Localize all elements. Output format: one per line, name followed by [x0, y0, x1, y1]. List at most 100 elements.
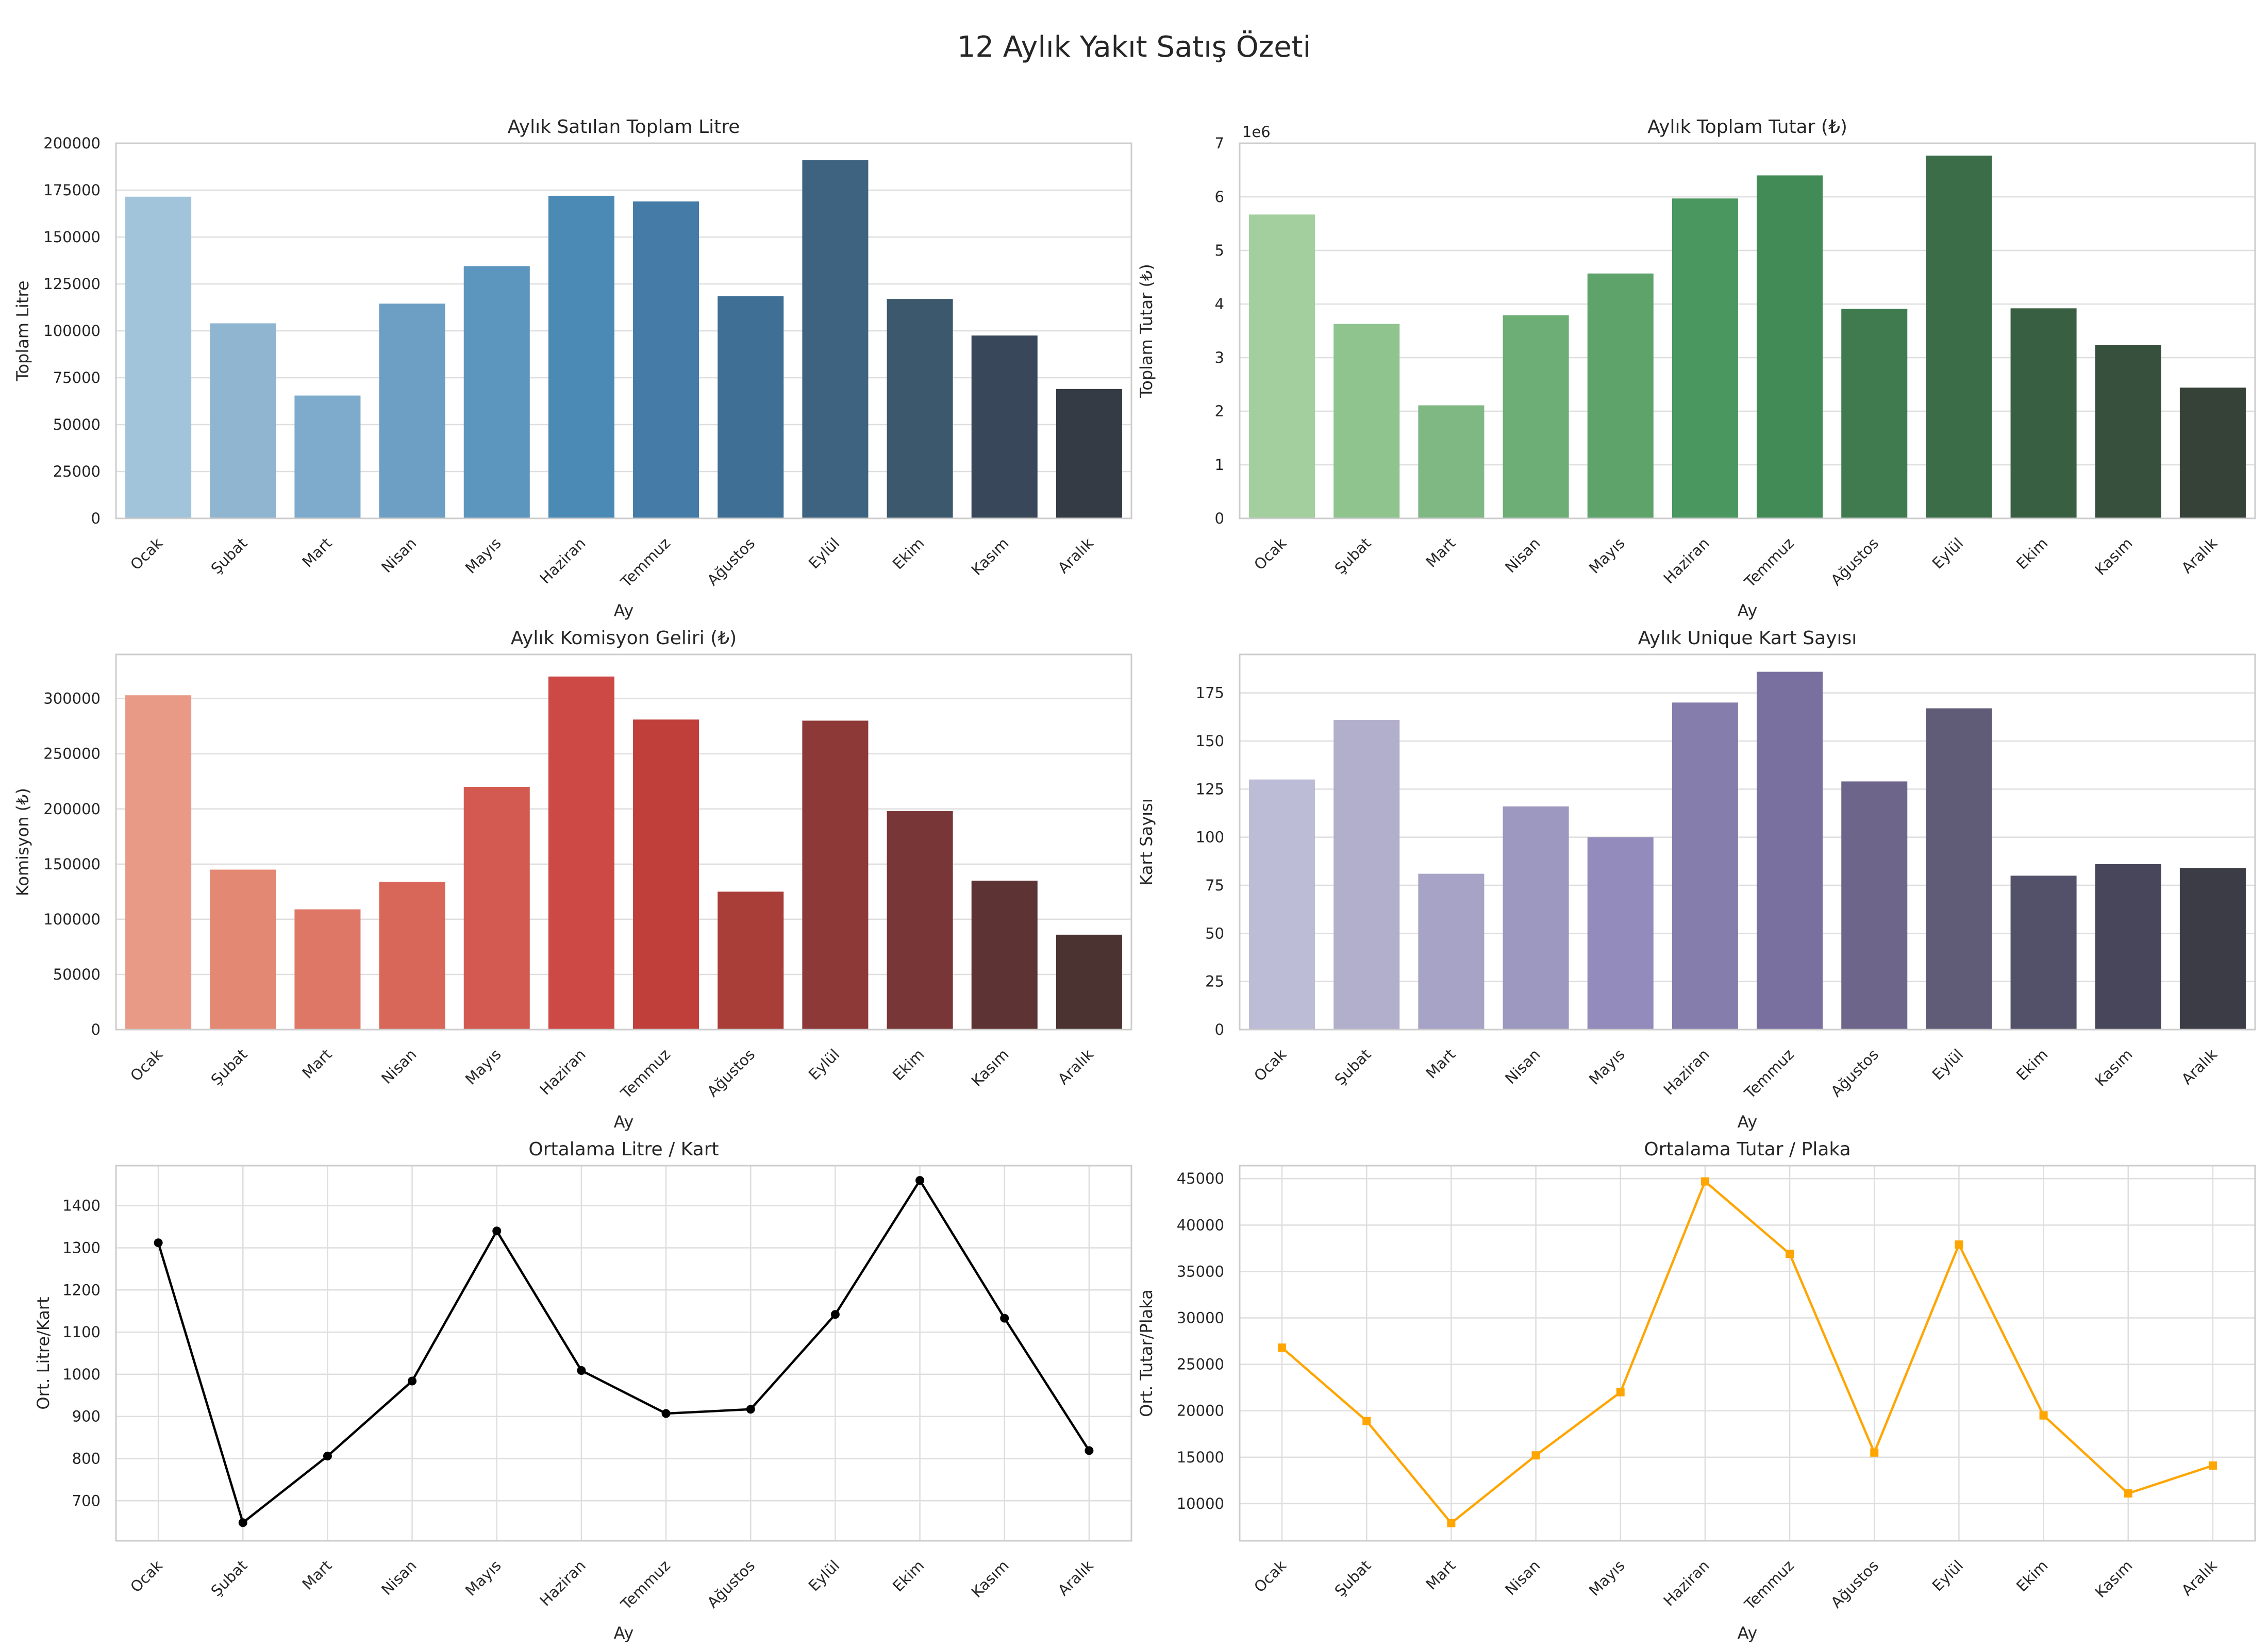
x-axis-label: Ay [1738, 1623, 1758, 1643]
point-tutar_plaka-1 [1362, 1417, 1371, 1425]
panel-title: Aylık Komisyon Geliri (₺) [511, 628, 737, 649]
bar-tutar-5 [1672, 198, 1738, 518]
bar-tutar-10 [2095, 345, 2161, 518]
bar-komisyon-0 [125, 695, 192, 1030]
y-tick-label: 100000 [43, 911, 101, 928]
y-tick-label: 3 [1215, 349, 1224, 366]
point-tutar_plaka-2 [1447, 1519, 1456, 1527]
point-tutar_plaka-9 [2039, 1411, 2048, 1420]
panel-title: Ortalama Tutar / Plaka [1644, 1139, 1850, 1160]
bar-litre-10 [971, 335, 1038, 518]
point-tutar_plaka-3 [1531, 1451, 1540, 1460]
bar-litre-9 [887, 299, 953, 518]
y-tick-label: 100 [1196, 829, 1224, 846]
y-tick-label: 1300 [62, 1239, 101, 1257]
point-litre_kart-1 [238, 1518, 247, 1527]
point-litre_kart-4 [492, 1226, 502, 1236]
plot-frame [1239, 142, 2256, 519]
y-tick-label: 150000 [43, 855, 101, 873]
y-tick-label: 4 [1215, 295, 1224, 313]
bar-komisyon-9 [887, 811, 953, 1030]
bar-litre-5 [548, 195, 614, 518]
point-tutar_plaka-0 [1278, 1343, 1287, 1352]
panel-title: Aylık Unique Kart Sayısı [1638, 628, 1857, 649]
point-litre_kart-0 [154, 1238, 163, 1248]
bar-komisyon-3 [379, 882, 445, 1030]
bar-tutar-6 [1757, 175, 1823, 518]
y-tick-label: 175000 [43, 181, 101, 199]
point-litre_kart-5 [577, 1366, 586, 1375]
y-tick-label: 50000 [53, 966, 101, 983]
y-tick-label: 75 [1205, 877, 1224, 894]
point-litre_kart-9 [915, 1176, 925, 1185]
y-tick-label: 1400 [62, 1197, 101, 1215]
point-litre_kart-3 [408, 1376, 417, 1386]
y-axis-label: Toplam Tutar (₺) [1137, 264, 1156, 398]
plot-frame [115, 1165, 1132, 1542]
y-tick-label: 0 [91, 1021, 101, 1038]
y-tick-label: 300000 [43, 690, 101, 708]
plot-frame [115, 142, 1132, 519]
y-tick-label: 200000 [43, 134, 101, 152]
bar-tutar-11 [2179, 388, 2246, 518]
y-tick-label: 25 [1205, 973, 1224, 990]
y-tick-label: 1100 [62, 1323, 101, 1341]
plot-frame [1239, 653, 2256, 1031]
x-axis-label: Ay [614, 1112, 634, 1132]
bar-tutar-4 [1587, 273, 1654, 518]
panel-title: Ortalama Litre / Kart [528, 1139, 719, 1160]
y-tick-label: 50 [1205, 924, 1224, 942]
point-litre_kart-8 [830, 1310, 840, 1319]
y-tick-label: 125000 [43, 275, 101, 293]
bar-kart-9 [2010, 876, 2077, 1030]
panel-title: Aylık Satılan Toplam Litre [508, 116, 740, 138]
bar-komisyon-11 [1056, 934, 1122, 1030]
plot-frame [115, 653, 1132, 1031]
point-litre_kart-7 [746, 1405, 755, 1414]
bar-tutar-2 [1418, 405, 1485, 518]
bar-tutar-0 [1249, 214, 1315, 518]
bar-komisyon-7 [718, 891, 784, 1030]
y-tick-label: 1200 [62, 1281, 101, 1299]
bar-kart-2 [1418, 873, 1485, 1030]
y-axis-label: Toplam Litre [13, 280, 32, 381]
y-tick-label: 200000 [43, 800, 101, 818]
y-tick-label: 1 [1215, 456, 1224, 474]
bar-komisyon-6 [633, 719, 699, 1030]
point-tutar_plaka-6 [1786, 1250, 1794, 1258]
y-axis-label: Ort. Tutar/Plaka [1137, 1289, 1156, 1417]
y-tick-label: 150000 [43, 228, 101, 246]
bar-komisyon-1 [210, 869, 276, 1030]
bar-kart-1 [1333, 719, 1400, 1030]
y-tick-label: 40000 [1177, 1216, 1224, 1234]
bar-litre-1 [210, 323, 276, 518]
plot-frame [1239, 1165, 2256, 1542]
y-tick-label: 2 [1215, 402, 1224, 420]
y-tick-label: 20000 [1177, 1402, 1224, 1420]
bar-kart-0 [1249, 779, 1315, 1030]
bar-litre-0 [125, 196, 192, 518]
point-tutar_plaka-7 [1870, 1448, 1879, 1457]
bar-komisyon-10 [971, 880, 1038, 1030]
bar-komisyon-2 [294, 909, 361, 1030]
bar-litre-4 [463, 266, 530, 518]
bar-kart-6 [1757, 671, 1823, 1030]
point-tutar_plaka-8 [1955, 1240, 1963, 1249]
y-tick-label: 0 [1215, 1021, 1224, 1038]
bar-litre-2 [294, 395, 361, 518]
bar-kart-5 [1672, 702, 1738, 1030]
bar-tutar-3 [1503, 315, 1569, 518]
bar-litre-3 [379, 304, 445, 518]
y-tick-label: 700 [72, 1492, 101, 1509]
series-line-litre_kart [157, 1179, 1090, 1524]
y-tick-label: 175 [1196, 684, 1224, 702]
bar-komisyon-4 [463, 786, 530, 1030]
point-tutar_plaka-11 [2208, 1461, 2217, 1470]
x-axis-label: Ay [614, 1623, 634, 1643]
point-tutar_plaka-4 [1616, 1388, 1625, 1396]
bar-komisyon-5 [548, 676, 614, 1030]
point-tutar_plaka-10 [2124, 1489, 2132, 1498]
y-tick-label: 35000 [1177, 1263, 1224, 1280]
